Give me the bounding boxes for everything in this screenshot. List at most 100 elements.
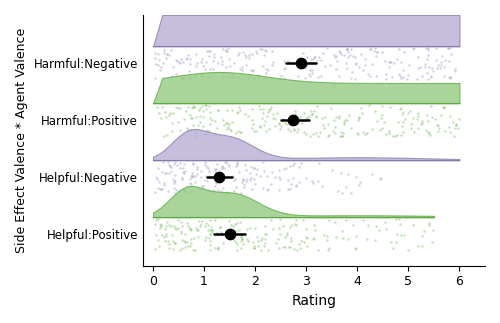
- Point: [264, 126, 272, 131]
- Point: [172, 226, 180, 231]
- Point: [286, 164, 294, 169]
- Point: [396, 74, 404, 79]
- Point: [202, 106, 210, 111]
- Point: [424, 48, 432, 53]
- Point: [226, 231, 234, 236]
- Point: [166, 111, 174, 116]
- Point: [210, 51, 218, 57]
- X-axis label: Rating: Rating: [292, 294, 337, 308]
- Point: [253, 51, 261, 56]
- Point: [169, 65, 177, 70]
- Point: [233, 111, 241, 116]
- Point: [396, 221, 404, 226]
- Point: [301, 76, 309, 81]
- Point: [230, 238, 238, 243]
- Point: [222, 121, 230, 126]
- Point: [326, 62, 334, 68]
- Point: [216, 224, 224, 229]
- Point: [256, 123, 264, 128]
- Point: [160, 133, 168, 138]
- Point: [196, 224, 204, 229]
- Point: [196, 120, 204, 125]
- Point: [178, 219, 186, 224]
- Point: [310, 236, 318, 241]
- Point: [314, 75, 322, 80]
- Point: [214, 246, 222, 251]
- Point: [206, 231, 214, 236]
- Point: [244, 114, 252, 119]
- Point: [405, 62, 413, 68]
- Point: [308, 111, 316, 117]
- Point: [250, 245, 258, 250]
- Point: [300, 57, 308, 62]
- Point: [398, 123, 406, 128]
- Point: [354, 117, 362, 122]
- Point: [343, 47, 351, 52]
- Point: [309, 181, 317, 186]
- Point: [210, 187, 218, 193]
- Point: [188, 170, 196, 175]
- Point: [335, 48, 343, 54]
- Point: [214, 107, 222, 112]
- Point: [396, 59, 404, 65]
- Point: [268, 48, 276, 54]
- Point: [192, 228, 200, 233]
- Point: [285, 244, 293, 249]
- Point: [170, 161, 178, 166]
- Point: [303, 244, 311, 249]
- Point: [336, 51, 344, 56]
- Point: [440, 65, 448, 70]
- Point: [234, 128, 242, 133]
- Point: [258, 115, 266, 120]
- Point: [288, 222, 296, 227]
- Point: [282, 120, 290, 126]
- Point: [335, 73, 343, 78]
- Point: [399, 68, 407, 73]
- Point: [233, 163, 241, 168]
- Point: [172, 58, 180, 64]
- Point: [226, 56, 234, 61]
- Point: [445, 58, 453, 64]
- Point: [224, 190, 232, 195]
- Point: [311, 227, 319, 232]
- Point: [176, 248, 184, 253]
- Point: [259, 110, 267, 116]
- Point: [196, 186, 204, 192]
- Point: [202, 177, 209, 182]
- Point: [198, 183, 206, 189]
- Point: [368, 126, 376, 131]
- Point: [232, 228, 239, 234]
- Point: [228, 223, 235, 228]
- Point: [343, 47, 351, 52]
- Point: [290, 162, 298, 168]
- Point: [254, 238, 262, 244]
- Point: [317, 73, 325, 78]
- Point: [170, 180, 178, 185]
- Point: [386, 104, 394, 109]
- Point: [248, 68, 256, 73]
- Point: [240, 184, 248, 190]
- Point: [172, 72, 180, 77]
- Point: [355, 64, 363, 69]
- Point: [291, 111, 299, 116]
- Point: [378, 49, 386, 54]
- Point: [454, 126, 462, 131]
- Point: [338, 171, 345, 176]
- Point: [186, 236, 194, 241]
- Point: [264, 109, 272, 115]
- Point: [180, 238, 188, 243]
- Point: [291, 108, 299, 113]
- Point: [160, 47, 168, 52]
- Point: [209, 58, 217, 63]
- Point: [360, 217, 368, 222]
- Point: [323, 234, 331, 239]
- Point: [324, 247, 332, 253]
- Point: [437, 62, 445, 68]
- Point: [190, 105, 198, 110]
- Point: [202, 66, 209, 71]
- Point: [193, 164, 201, 169]
- Point: [254, 243, 262, 248]
- Point: [232, 164, 240, 169]
- Point: [158, 186, 166, 192]
- Point: [229, 232, 237, 237]
